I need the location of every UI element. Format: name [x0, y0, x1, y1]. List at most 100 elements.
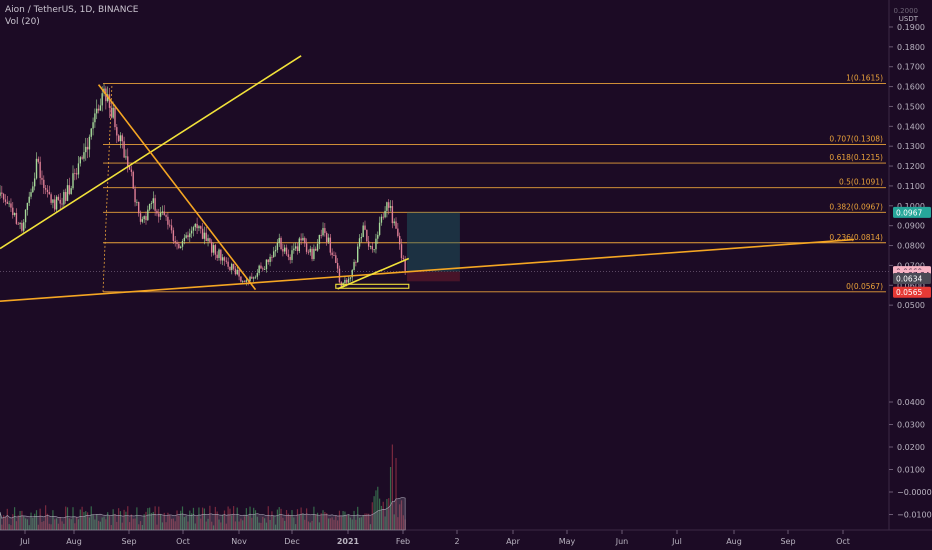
candle [256, 269, 259, 280]
candle [72, 165, 74, 190]
volume-bar [174, 521, 176, 530]
volume-bar [351, 519, 353, 530]
volume-bar [347, 514, 350, 530]
volume-bar [267, 506, 269, 530]
volume-bar [32, 517, 34, 530]
volume-bar [21, 510, 23, 530]
candle [249, 275, 251, 282]
volume-bar [318, 522, 320, 530]
volume-bar [364, 513, 366, 530]
volume-bar [344, 511, 346, 530]
target-zone[interactable] [406, 212, 460, 272]
volume-tick: 0.0100 [889, 466, 925, 475]
axis-unit: 0.2000 USDT [894, 7, 919, 23]
volume-bar [63, 523, 65, 530]
fib-level[interactable]: 1(0.1615) [103, 74, 886, 85]
fib-level[interactable]: 0.236(0.0814) [103, 233, 886, 244]
volume-bar [141, 525, 143, 530]
volume-bar [8, 524, 10, 530]
volume-bar [388, 498, 390, 530]
volume-tick: 0.0300 [889, 421, 925, 430]
candle [367, 235, 370, 251]
price-badge-label: 0.0634 [896, 275, 922, 284]
symbol-title: Aion / TetherUS, 1D, BINANCE [5, 5, 139, 15]
candle [229, 266, 231, 272]
volume-bar [256, 516, 258, 530]
candlestick-series[interactable] [0, 83, 406, 289]
candle [150, 200, 153, 209]
candle [389, 200, 392, 212]
price-tick-label: 0.0600 [897, 281, 925, 290]
candle [203, 226, 206, 245]
volume-bar [258, 522, 260, 530]
volume-bar [233, 506, 235, 530]
candle [130, 165, 133, 177]
candle [83, 143, 85, 162]
volume-bar [342, 511, 344, 530]
volume-bar [285, 510, 288, 530]
volume-bar [300, 507, 302, 530]
volume-bar [298, 514, 300, 530]
volume-bar [23, 516, 25, 530]
volume-bar [366, 513, 368, 530]
candle [201, 222, 204, 240]
candle [284, 244, 286, 254]
time-axis-label: Dec [284, 537, 299, 546]
price-axis[interactable]: 0.1900 0.1800 0.1700 0.1600 0.1500 0.1400 0.13… [888, 0, 932, 530]
price-tick: 0.1900 [889, 23, 925, 32]
volume-bar [192, 507, 195, 530]
candle [54, 195, 56, 212]
candle [61, 197, 63, 208]
candle [274, 245, 277, 257]
volume-bar [254, 510, 257, 530]
volume-bar [46, 513, 49, 530]
volume-tick-label: 0.0100 [897, 466, 925, 475]
price-tick-label: 0.1900 [897, 23, 925, 32]
time-axis-label: May [559, 537, 576, 546]
time-axis-label: Jul [671, 537, 682, 546]
fib-level[interactable]: 0.707(0.1308) [103, 135, 886, 146]
volume-bar [132, 518, 134, 530]
volume-bar [293, 517, 295, 530]
volume-bar [211, 521, 213, 530]
time-axis-label: 2 [454, 537, 459, 546]
candle [313, 244, 315, 262]
candle [12, 202, 14, 219]
stop-zone[interactable] [406, 271, 460, 282]
candle [68, 177, 71, 196]
volume-bar [360, 517, 362, 530]
candle [19, 222, 21, 229]
support-zone[interactable] [335, 283, 410, 289]
candle [353, 259, 355, 271]
candle [156, 208, 158, 217]
candle [4, 194, 7, 206]
fib-level[interactable]: 0.382(0.0967) [103, 202, 886, 213]
fib-level[interactable]: 0(0.0567) [103, 282, 886, 293]
trend-line[interactable] [97, 84, 257, 291]
volume-bar [30, 512, 32, 530]
volume-tick-label: 0.0200 [897, 443, 925, 452]
time-axis[interactable]: Jul Aug Sep Oct Nov Dec 2021 Feb 2 Apr May Jun Jul Au… [0, 529, 932, 546]
candle [136, 199, 138, 206]
candle [236, 267, 238, 276]
candle [251, 272, 253, 280]
fib-level[interactable]: 0.618(0.1215) [103, 153, 886, 164]
volume-bar [291, 510, 293, 530]
volume-bar [295, 524, 297, 530]
volume-bar [85, 511, 87, 530]
fib-level[interactable]: 0.5(0.1091) [103, 178, 886, 189]
volume-bar [116, 521, 118, 530]
candle [148, 203, 151, 212]
volume-bar [358, 517, 361, 530]
candle [315, 246, 317, 251]
trend-line[interactable] [0, 238, 855, 302]
volume-bar [236, 507, 238, 530]
candle [81, 155, 83, 160]
candle [362, 222, 364, 238]
volume-bar [296, 509, 299, 530]
volume-bar [48, 523, 50, 530]
fib-anchor-line [102, 83, 113, 292]
volume-bar [12, 514, 14, 530]
volume-bar [52, 510, 54, 530]
